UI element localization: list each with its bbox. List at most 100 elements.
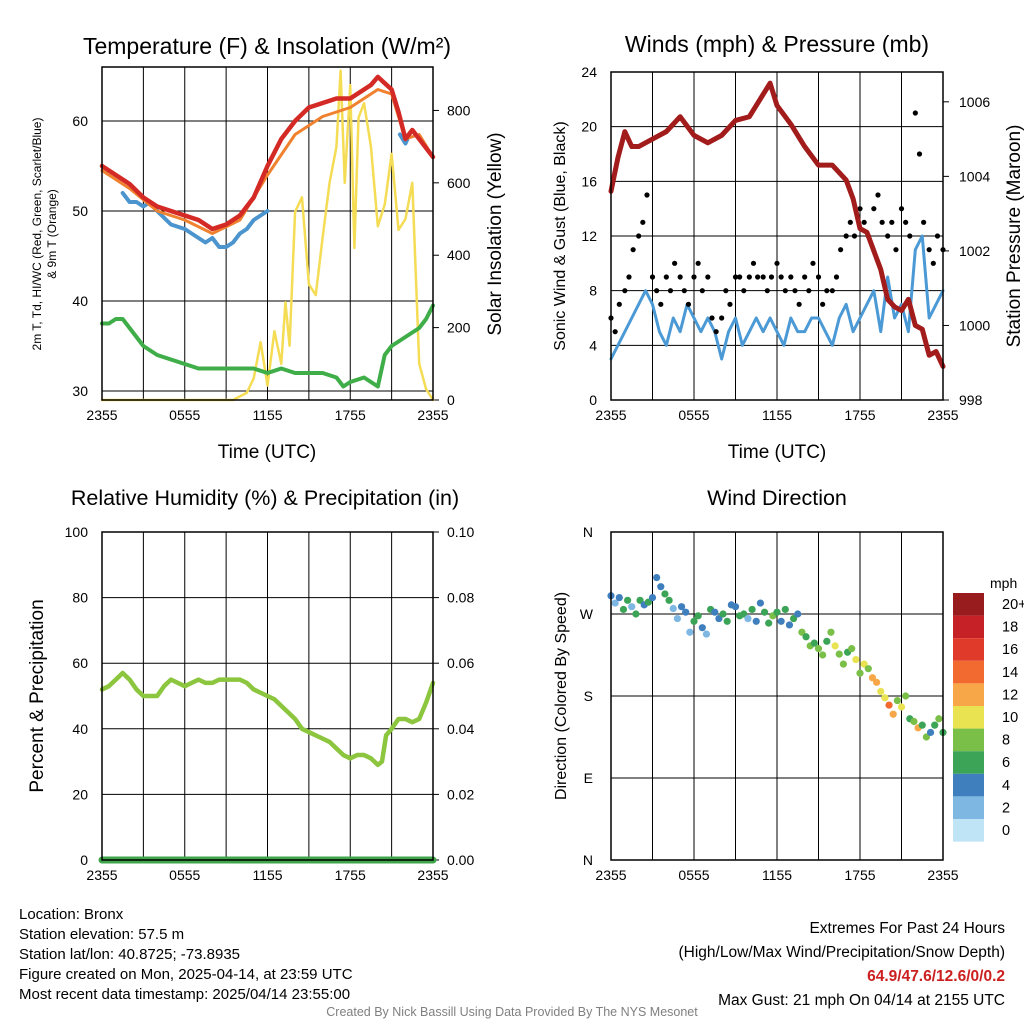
direction-point xyxy=(719,610,727,618)
direction-point xyxy=(910,717,918,726)
direction-point xyxy=(686,628,694,636)
direction-point xyxy=(702,630,711,638)
direction-point xyxy=(773,608,781,616)
gust-point xyxy=(672,260,678,266)
direction-point xyxy=(731,603,740,611)
gust-point xyxy=(699,288,705,294)
y2-tick-label: 0.02 xyxy=(447,786,474,802)
gust-point xyxy=(695,260,701,266)
gust-point xyxy=(802,274,808,280)
gust-point xyxy=(750,260,757,266)
direction-point xyxy=(852,655,860,664)
y-tick-label: 40 xyxy=(72,721,88,737)
direction-point xyxy=(839,660,848,668)
extremes-info: Extremes For Past 24 Hours (High/Low/Max… xyxy=(679,917,1006,1013)
direction-point xyxy=(931,721,939,729)
gust-point xyxy=(903,219,909,225)
direction-point xyxy=(877,687,885,696)
gust-point xyxy=(879,219,885,225)
direction-point xyxy=(785,621,794,629)
direction-point xyxy=(615,594,623,602)
direction-point xyxy=(711,608,719,616)
x-tick-label: 2355 xyxy=(417,867,448,883)
colorbar-title: mph xyxy=(990,575,1017,591)
direction-point xyxy=(922,733,931,741)
direction-point xyxy=(823,637,831,645)
gust-point xyxy=(636,233,642,239)
y-axis-label: Sonic Wind & Gust (Blue, Black) xyxy=(552,121,569,350)
y2-tick-label: 200 xyxy=(447,320,471,336)
gust-point xyxy=(654,288,660,294)
direction-point xyxy=(873,678,881,686)
x-axis-label: Time (UTC) xyxy=(728,442,827,463)
x-tick-label: 1755 xyxy=(844,867,875,883)
gust-point xyxy=(833,274,840,280)
direction-point xyxy=(723,617,731,625)
y2-tick-label: 800 xyxy=(447,102,471,118)
gust-point xyxy=(713,329,719,335)
humidity-panel: 0 20 40 60 80 100 0.00 0.02 0.04 0.06 0.08 0.10 2355… xyxy=(27,486,474,883)
colorbar-label: 8 xyxy=(1002,733,1010,749)
colorbar-label: 12 xyxy=(1002,687,1018,703)
location-text: Location: Bronx xyxy=(19,906,124,923)
gust-point xyxy=(723,288,729,294)
x-tick-label: 2355 xyxy=(417,407,448,423)
x-tick-label: 1155 xyxy=(252,407,282,423)
y2-tick-label: 0.04 xyxy=(447,721,474,737)
gust-point xyxy=(907,233,913,239)
gust-point xyxy=(782,288,788,294)
gust-point xyxy=(824,288,830,294)
gust-point xyxy=(774,260,780,266)
gust-point xyxy=(741,288,747,294)
direction-point xyxy=(794,610,802,618)
direction-point xyxy=(636,596,644,604)
y-tick-label: 24 xyxy=(581,64,597,80)
y2-tick-label: 1000 xyxy=(959,317,990,333)
direction-point xyxy=(848,645,856,653)
gust-point xyxy=(746,274,752,280)
y2-tick-label: 1004 xyxy=(959,168,990,184)
y2-tick-label: 1006 xyxy=(959,94,990,110)
chart-title: Temperature (F) & Insolation (W/m²) xyxy=(83,33,451,59)
y-tick-label: N xyxy=(583,852,593,868)
direction-point xyxy=(856,669,864,677)
y-tick-label: 80 xyxy=(72,590,88,606)
colorbar-label: 4 xyxy=(1002,778,1010,794)
direction-point xyxy=(935,715,943,723)
y-tick-label: 100 xyxy=(65,524,89,540)
direction-point xyxy=(624,596,632,604)
credit-text: Created By Nick Bassill Using Data Provi… xyxy=(326,1005,698,1019)
gust-point xyxy=(820,301,826,307)
y-tick-label: 12 xyxy=(581,228,597,244)
direction-point xyxy=(881,694,889,702)
gust-point xyxy=(815,274,822,280)
y-axis-label-line: 2m T, Td, HI/WC (Red, Green, Scarlet/Blu… xyxy=(30,118,44,351)
gust-point xyxy=(829,288,835,294)
x-tick-label: 1755 xyxy=(335,407,366,423)
y2-axis-label: Solar Insolation (Yellow) xyxy=(485,132,506,335)
chart-title: Relative Humidity (%) & Precipitation (i… xyxy=(71,486,459,510)
colorbar-label: 18 xyxy=(1002,620,1018,636)
direction-point xyxy=(744,614,752,623)
direction-point xyxy=(628,603,636,611)
y2-tick-label: 998 xyxy=(959,392,983,408)
series-dewpoint xyxy=(100,303,435,389)
gust-point xyxy=(916,151,923,157)
gust-point xyxy=(921,219,927,225)
colorbar-swatch xyxy=(953,683,984,706)
gust-point xyxy=(719,315,725,321)
direction-point xyxy=(690,617,698,625)
direction-point xyxy=(740,610,748,618)
x-tick-label: 0555 xyxy=(169,407,200,423)
direction-point xyxy=(756,599,765,607)
gust-point xyxy=(838,247,844,253)
gust-point xyxy=(778,274,784,280)
x-tick-label: 0555 xyxy=(678,867,709,883)
colorbar-swatch xyxy=(953,728,984,752)
x-tick-label: 1755 xyxy=(335,867,366,883)
y2-tick-label: 400 xyxy=(447,247,471,263)
colorbar-label: 0 xyxy=(1002,823,1010,839)
y2-tick-label: 0.10 xyxy=(447,524,474,540)
direction-point xyxy=(897,703,906,711)
